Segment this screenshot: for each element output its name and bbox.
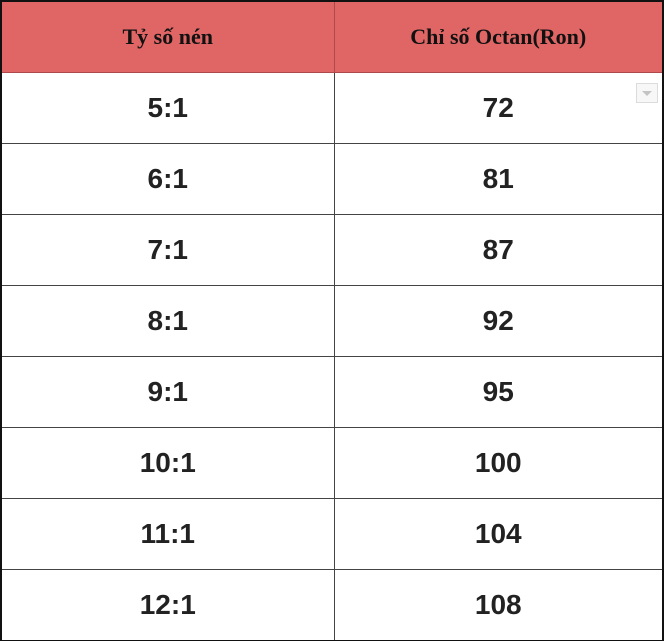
table-cell[interactable]: 10:1	[2, 426, 335, 499]
table-row: 11:1 104	[2, 497, 662, 570]
table-header: Tỷ số nén Chỉ số Octan(Ron)	[2, 2, 662, 73]
table-cell[interactable]: 9:1	[2, 355, 335, 428]
table-row: 6:1 81	[2, 142, 662, 215]
table-cell[interactable]: 104	[333, 497, 662, 570]
cell-dropdown-button[interactable]	[636, 82, 658, 103]
table-cell[interactable]: 7:1	[2, 213, 335, 286]
table-row: 9:1 95	[2, 355, 662, 428]
table-row: 7:1 87	[2, 213, 662, 286]
table-cell-value: 72	[482, 91, 514, 123]
table-cell[interactable]: 5:1	[2, 71, 335, 144]
table-cell[interactable]: 8:1	[2, 284, 335, 357]
table-cell[interactable]: 87	[333, 213, 662, 286]
table-cell[interactable]: 6:1	[2, 142, 335, 215]
table-cell[interactable]: 92	[333, 284, 662, 357]
chevron-down-icon	[642, 90, 652, 96]
table-cell[interactable]: 95	[333, 355, 662, 428]
table-cell-with-dropdown[interactable]: 72	[333, 71, 662, 144]
table-body: 5:1 72 6:1 81 7:1 87 8:1 92	[2, 71, 662, 640]
table-row: 12:1 108	[2, 568, 662, 640]
column-header-octane-rating[interactable]: Chỉ số Octan(Ron)	[333, 2, 662, 73]
table-cell[interactable]: 100	[333, 426, 662, 499]
header-row: Tỷ số nén Chỉ số Octan(Ron)	[2, 2, 662, 73]
table-row: 10:1 100	[2, 426, 662, 499]
table-cell[interactable]: 12:1	[2, 568, 335, 640]
table-cell[interactable]: 11:1	[2, 497, 335, 570]
table-row: 5:1 72	[2, 71, 662, 144]
table-cell[interactable]: 108	[333, 568, 662, 640]
column-header-compression-ratio[interactable]: Tỷ số nén	[2, 2, 335, 73]
table-row: 8:1 92	[2, 284, 662, 357]
table-cell[interactable]: 81	[333, 142, 662, 215]
